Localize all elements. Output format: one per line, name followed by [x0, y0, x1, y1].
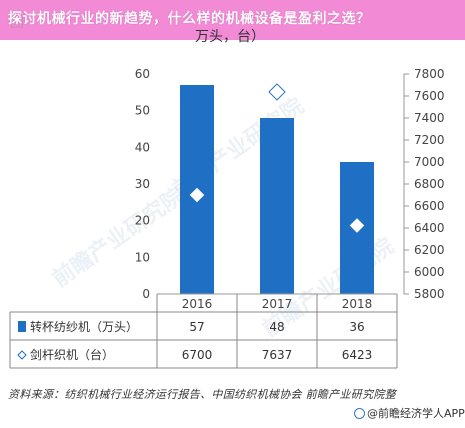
- table-row-label: 转杯纺纱机（万头）: [30, 319, 138, 334]
- y-left-tick-label: 30: [135, 177, 150, 191]
- table-cell-value: 6700: [182, 348, 213, 362]
- brand-logo-icon: [354, 408, 365, 419]
- y-right-tick-label: 7000: [414, 155, 445, 169]
- x-tick-label: 2017: [262, 297, 293, 311]
- table-cell-value: 57: [189, 320, 204, 334]
- y-right-tick-label: 6400: [414, 221, 445, 235]
- y-left-tick-label: 0: [142, 287, 150, 301]
- y-right-tick-label: 6000: [414, 265, 445, 279]
- table-row-label: 剑杆织机（台）: [30, 347, 114, 362]
- y-left-tick-label: 60: [135, 67, 150, 81]
- y-left-tick-label: 10: [135, 250, 150, 264]
- chart-subtitle: 万头，台）: [195, 29, 265, 45]
- data-source-note: 资料来源：纺织机械行业经济运行报告、中国纺织机械协会 前瞻产业研究院整: [8, 388, 396, 401]
- x-tick-label: 2016: [182, 297, 213, 311]
- table-cell-value: 6423: [342, 348, 373, 362]
- diamond-marker: [268, 83, 286, 101]
- y-left-tick-label: 50: [135, 104, 150, 118]
- x-tick-label: 2018: [342, 297, 373, 311]
- table-cell-value: 48: [269, 320, 284, 334]
- y-right-tick-label: 6600: [414, 199, 445, 213]
- article-title: 探讨机械行业的新趋势，什么样的机械设备是盈利之选？: [8, 11, 371, 27]
- y-right-tick-label: 7200: [414, 133, 445, 147]
- y-right-tick-label: 6800: [414, 177, 445, 191]
- table-cell-value: 36: [349, 320, 364, 334]
- y-right-tick-label: 5800: [414, 287, 445, 301]
- brand-credit-text: @前瞻经济学人APP: [367, 407, 465, 420]
- y-left-tick-label: 20: [135, 214, 150, 228]
- diamond-marker: [188, 186, 206, 204]
- y-right-tick-label: 7400: [414, 111, 445, 125]
- y-right-tick-label: 6200: [414, 243, 445, 257]
- y-left-tick-label: 40: [135, 140, 150, 154]
- table-cell-value: 7637: [262, 348, 293, 362]
- brand-credit: @前瞻经济学人APP: [354, 405, 465, 421]
- y-right-tick-label: 7600: [414, 89, 445, 103]
- figure-tag: 图: [10, 15, 24, 31]
- article-title-banner: [0, 0, 465, 40]
- legend-key-bar: [18, 321, 26, 332]
- y-right-tick-label: 7800: [414, 67, 445, 81]
- legend-key-diamond: [17, 350, 27, 360]
- bar: [260, 118, 294, 294]
- diamond-marker: [348, 216, 366, 235]
